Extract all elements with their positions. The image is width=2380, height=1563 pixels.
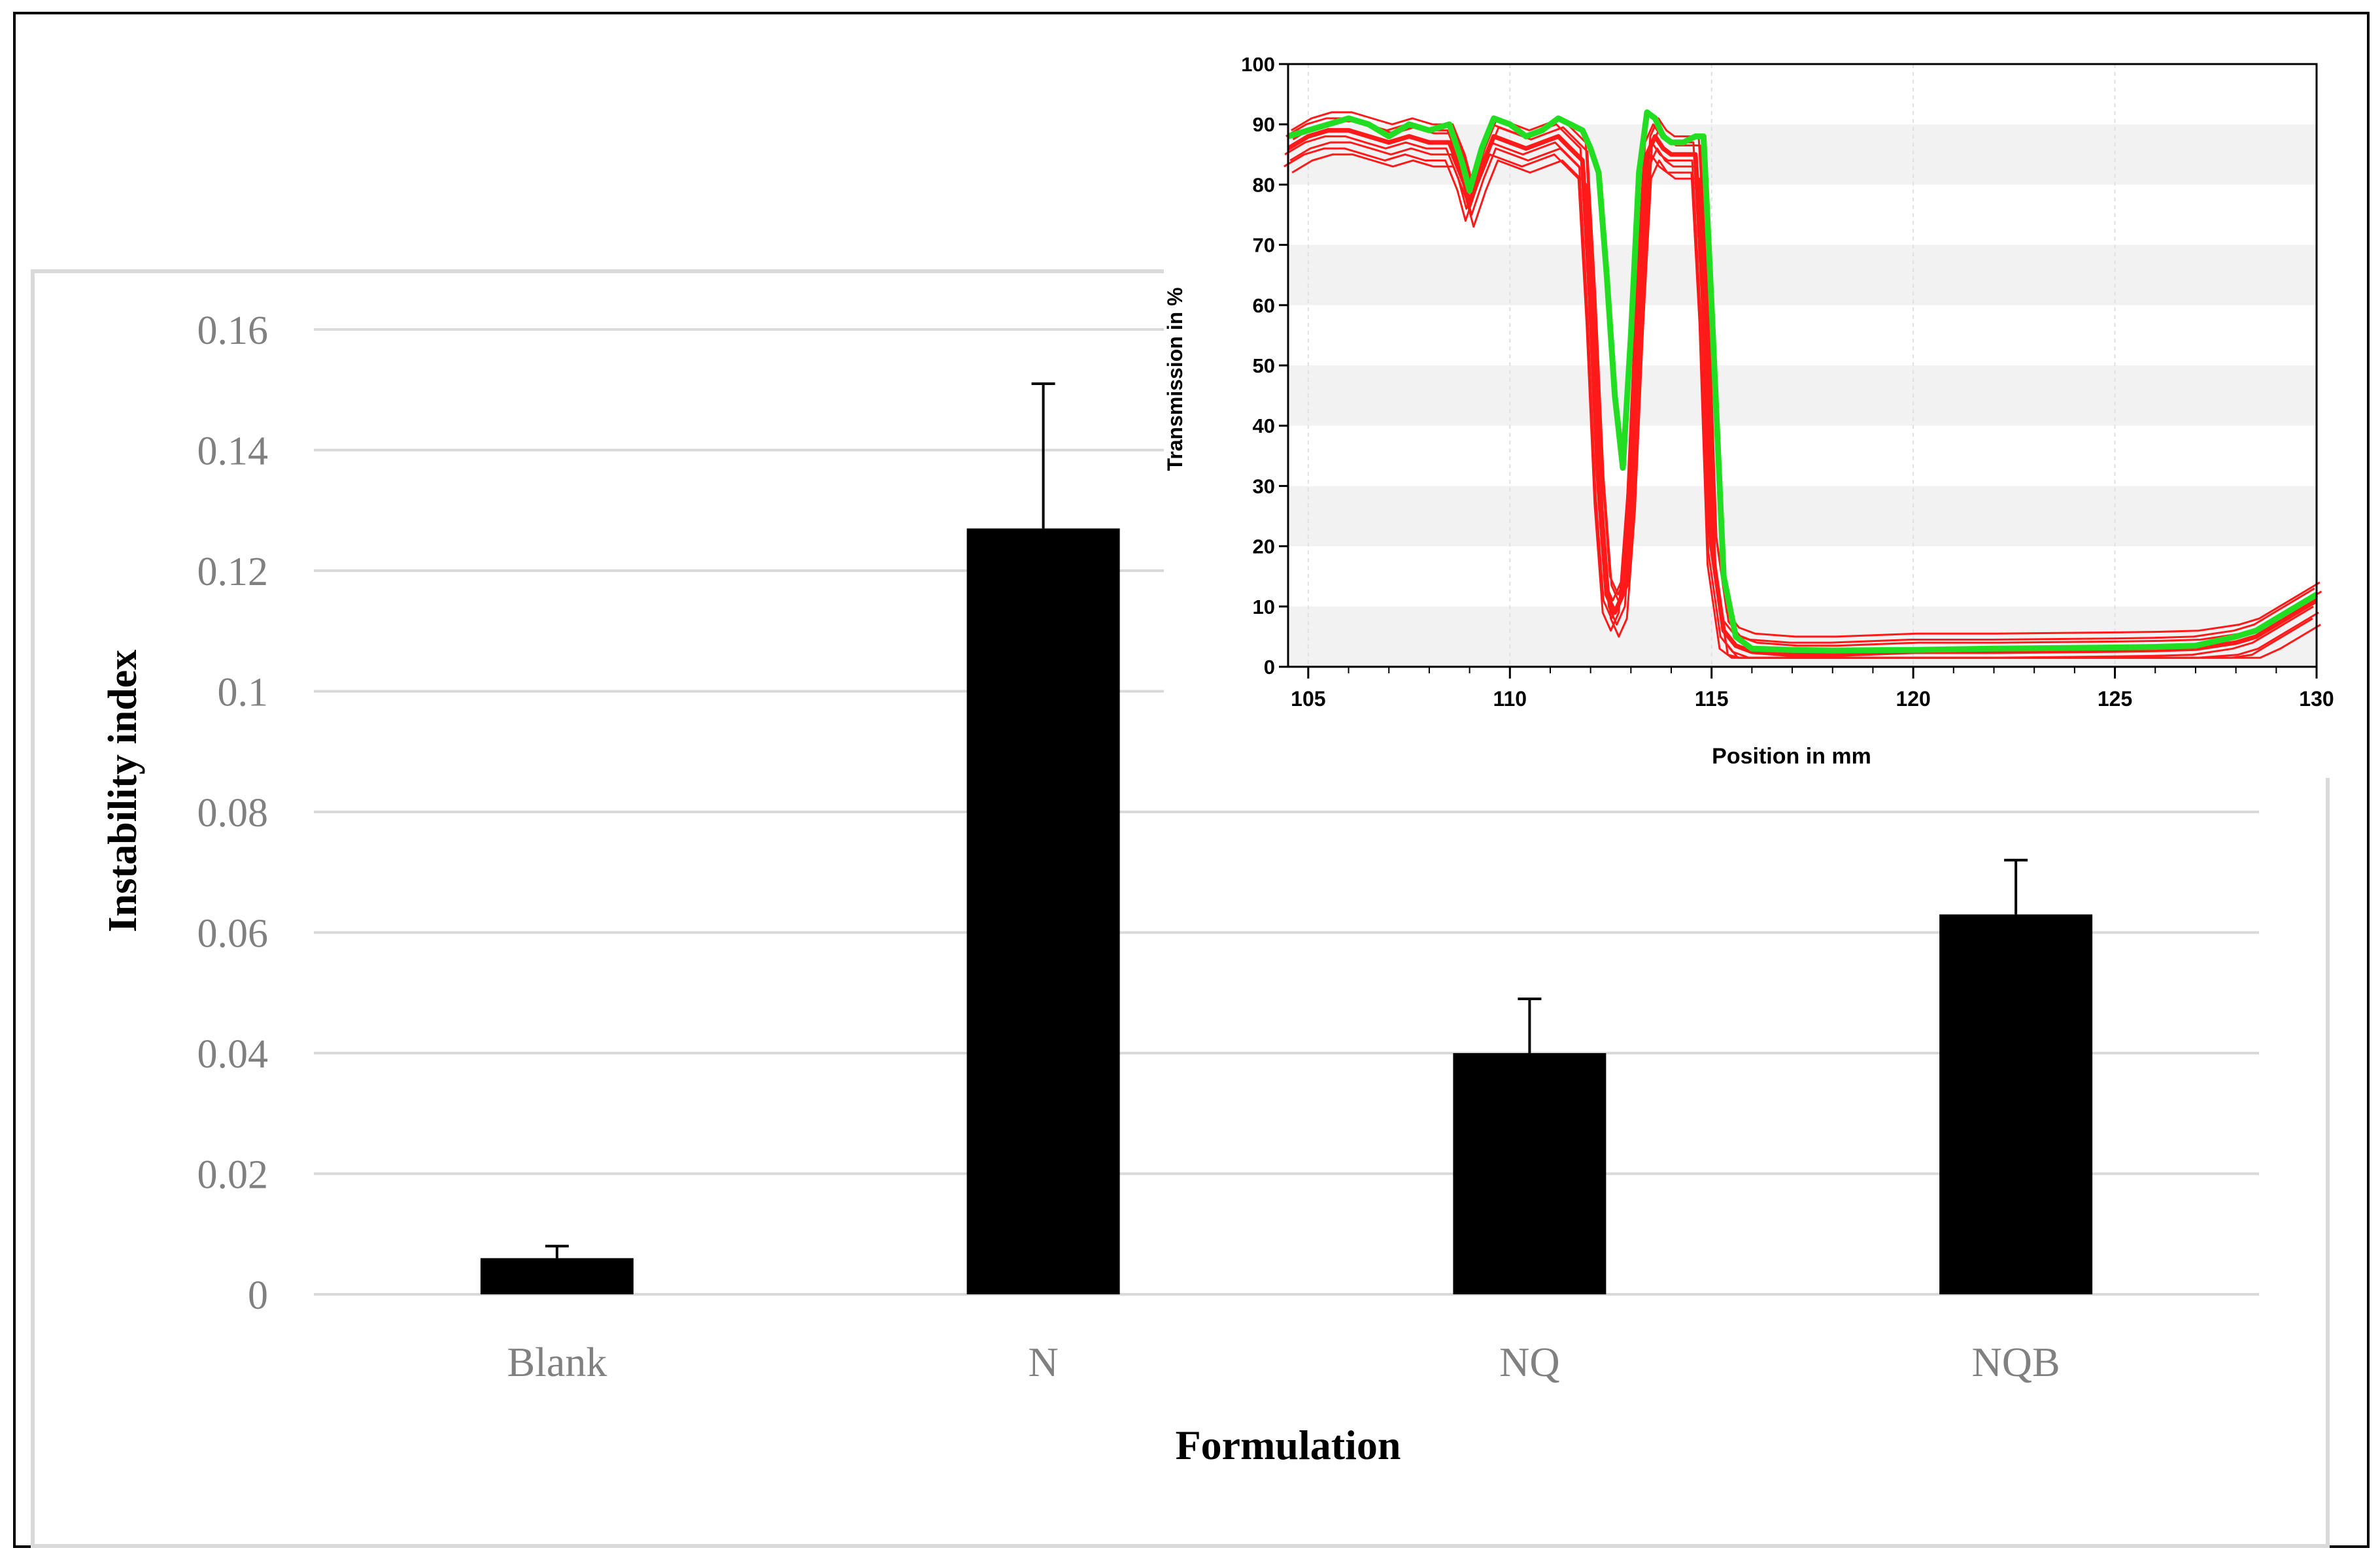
inset-x-tick-label: 115 bbox=[1695, 687, 1729, 711]
x-tick-label-nqb: NQB bbox=[1972, 1339, 2060, 1385]
inset-y-tick-label: 10 bbox=[1253, 596, 1275, 618]
inset-y-ticks: 0 10 20 30 40 50 60 70 80 90 100 bbox=[1241, 53, 1288, 679]
inset-y-tick-label: 0 bbox=[1264, 656, 1275, 679]
main-y-tick-labels: 0 0.02 0.04 0.06 0.08 0.1 0.12 0.14 0.16 bbox=[197, 309, 269, 1318]
main-x-tick-labels: Blank N NQ NQB bbox=[507, 1339, 2060, 1385]
inset-y-axis-title: Transmission in % bbox=[1163, 288, 1187, 471]
inset-y-tick-label: 20 bbox=[1253, 535, 1275, 558]
bar-blank bbox=[480, 1258, 634, 1294]
x-axis-title: Formulation bbox=[1176, 1422, 1401, 1468]
x-tick-label-blank: Blank bbox=[507, 1339, 607, 1385]
inset-x-ticks: 105 110 115 120 125 130 bbox=[1291, 667, 2334, 711]
inset-x-tick-label: 130 bbox=[2299, 687, 2334, 711]
main-bars bbox=[480, 528, 2093, 1294]
inset-x-tick-label: 125 bbox=[2098, 687, 2132, 711]
main-y-tick-label: 0.04 bbox=[197, 1032, 269, 1077]
inset-y-tick-label: 40 bbox=[1253, 414, 1275, 437]
main-y-tick-label: 0.16 bbox=[197, 309, 269, 353]
inset-band bbox=[1288, 365, 2317, 426]
inset-x-tick-label: 120 bbox=[1896, 687, 1930, 711]
main-y-tick-label: 0.08 bbox=[197, 791, 269, 835]
inset-y-tick-label: 30 bbox=[1253, 475, 1275, 497]
inset-x-axis-title: Position in mm bbox=[1712, 744, 1871, 769]
inset-y-tick-label: 60 bbox=[1253, 294, 1275, 317]
main-y-tick-label: 0.06 bbox=[197, 912, 269, 956]
inset-x-tick-label: 110 bbox=[1493, 687, 1527, 711]
main-y-tick-label: 0.02 bbox=[197, 1153, 269, 1198]
main-y-tick-label: 0.12 bbox=[197, 550, 269, 594]
x-tick-label-n: N bbox=[1028, 1339, 1059, 1385]
bar-n bbox=[966, 528, 1120, 1294]
bar-nq bbox=[1453, 1053, 1606, 1294]
y-axis-title: Instability index bbox=[101, 650, 145, 932]
bar-nqb bbox=[1939, 914, 2093, 1294]
main-y-tick-label: 0.1 bbox=[218, 671, 269, 715]
inset-y-tick-label: 80 bbox=[1253, 173, 1275, 196]
inset-line-red bbox=[1291, 111, 2320, 638]
inset-line-red bbox=[1284, 147, 2313, 659]
main-y-tick-label: 0 bbox=[248, 1273, 268, 1318]
main-error-bars bbox=[545, 382, 2028, 1258]
inset-band bbox=[1288, 486, 2317, 546]
x-tick-label-nq: NQ bbox=[1499, 1339, 1559, 1385]
inset-line-red bbox=[1287, 127, 2318, 658]
inset-x-tick-label: 105 bbox=[1291, 687, 1325, 711]
inset-y-tick-label: 100 bbox=[1241, 53, 1275, 76]
main-y-tick-label: 0.14 bbox=[197, 429, 269, 474]
inset-bands bbox=[1288, 124, 2317, 667]
inset-y-tick-label: 90 bbox=[1253, 113, 1275, 136]
inset-series bbox=[1284, 109, 2322, 659]
inset-y-tick-label: 70 bbox=[1253, 234, 1275, 257]
inset-band bbox=[1288, 244, 2317, 305]
inset-chart: 0 10 20 30 40 50 60 70 80 90 100 105 110 115 120 125 13… bbox=[1163, 46, 2341, 778]
inset-y-tick-label: 50 bbox=[1253, 354, 1275, 377]
inset-line-green bbox=[1287, 109, 2319, 654]
